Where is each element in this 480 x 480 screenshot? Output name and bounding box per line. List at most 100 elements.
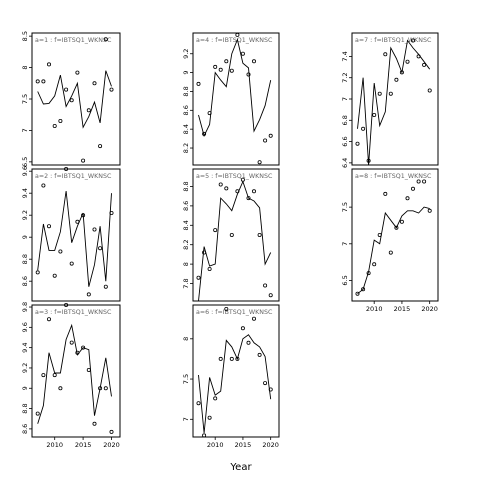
panel-a4: a=4 : f=IBTSQ1_WKNSC 8.2 8.4 8.6 8.8 9 9.2 bbox=[182, 32, 280, 166]
panel-a7: a=7 : f=IBTSQ1_WKNSC 6.4 6.6 6.8 7 7.2 7.4 bbox=[341, 32, 439, 168]
y-tick-label: 8.6 bbox=[182, 201, 190, 211]
observed-point bbox=[207, 111, 212, 116]
observed-point bbox=[235, 32, 240, 37]
observed-point bbox=[235, 356, 240, 361]
observed-point bbox=[218, 356, 223, 361]
observed-point bbox=[69, 340, 74, 345]
observed-point bbox=[86, 108, 91, 113]
observed-point bbox=[81, 213, 86, 218]
y-tick-label: 8.8 bbox=[21, 254, 29, 264]
observed-point bbox=[416, 54, 421, 59]
observed-point bbox=[98, 386, 103, 391]
y-tick-label: 8.4 bbox=[182, 220, 190, 230]
observed-point bbox=[69, 98, 74, 103]
observed-point bbox=[229, 356, 234, 361]
observed-point bbox=[98, 144, 103, 149]
observed-point bbox=[263, 381, 268, 386]
y-tick-label: 7.2 bbox=[341, 73, 349, 83]
fitted-line bbox=[198, 180, 272, 301]
observed-point bbox=[109, 210, 114, 215]
observed-point bbox=[240, 326, 245, 331]
observed-point bbox=[81, 345, 86, 350]
y-tick-label: 9 bbox=[182, 71, 190, 75]
panel-frame bbox=[192, 32, 280, 166]
observed-point bbox=[64, 166, 69, 171]
fitted-line bbox=[37, 190, 112, 287]
y-tick-label: 9 bbox=[21, 386, 29, 390]
y-tick-label: 7 bbox=[21, 128, 29, 132]
y-tick-label: 9.4 bbox=[21, 188, 29, 198]
observed-point bbox=[35, 79, 40, 84]
observed-point bbox=[213, 64, 218, 69]
panel-title: a=6 : f=IBTSQ1_WKNSC bbox=[196, 309, 273, 316]
y-tick-label: 7.4 bbox=[341, 51, 349, 61]
observed-point bbox=[86, 292, 91, 297]
observed-point bbox=[422, 62, 427, 67]
observed-point bbox=[416, 179, 421, 184]
panel-a8: a=8 : f=IBTSQ1_WKNSC 6.5 7 7.5 2010 2015 2020 bbox=[341, 168, 439, 313]
observed-point bbox=[224, 59, 229, 64]
observed-point bbox=[383, 52, 388, 57]
panel-title: a=1 : f=IBTSQ1_WKNSC bbox=[35, 37, 112, 44]
observed-point bbox=[202, 250, 207, 255]
y-tick-label: 6.5 bbox=[21, 157, 29, 167]
observed-point bbox=[235, 189, 240, 194]
observed-point bbox=[377, 91, 382, 96]
observed-point bbox=[427, 208, 432, 213]
observed-point bbox=[52, 373, 57, 378]
observed-point bbox=[388, 250, 393, 255]
observed-point bbox=[64, 87, 69, 92]
y-tick-label: 7.8 bbox=[182, 278, 190, 288]
observed-point bbox=[268, 293, 273, 298]
observed-point bbox=[410, 186, 415, 191]
observed-point bbox=[196, 275, 201, 280]
panel-title: a=3 : f=IBTSQ1_WKNSC bbox=[35, 309, 112, 316]
observed-point bbox=[103, 386, 108, 391]
observed-point bbox=[257, 160, 262, 165]
fitted-line bbox=[357, 206, 430, 295]
observed-point bbox=[86, 367, 91, 372]
y-tick-label: 9.8 bbox=[21, 302, 29, 312]
x-tick-label: 2015 bbox=[235, 441, 252, 449]
observed-point bbox=[405, 196, 410, 201]
y-tick-label: 7 bbox=[341, 97, 349, 101]
fitted-line bbox=[37, 70, 112, 129]
panel-frame bbox=[31, 32, 121, 166]
y-tick-label: 9.2 bbox=[21, 363, 29, 373]
observed-point bbox=[268, 387, 273, 392]
observed-point bbox=[405, 59, 410, 64]
x-tick-label: 2010 bbox=[366, 305, 383, 313]
observed-point bbox=[246, 196, 251, 201]
observed-point bbox=[69, 261, 74, 266]
x-tick-label: 2010 bbox=[207, 441, 224, 449]
observed-point bbox=[64, 302, 69, 307]
observed-point bbox=[196, 401, 201, 406]
observed-point bbox=[251, 316, 256, 321]
observed-point bbox=[240, 177, 245, 182]
observed-point bbox=[35, 411, 40, 416]
observed-point bbox=[75, 219, 80, 224]
observed-point bbox=[58, 386, 63, 391]
observed-point bbox=[366, 271, 371, 276]
observed-point bbox=[98, 246, 103, 251]
y-tick-label: 8.6 bbox=[21, 276, 29, 286]
observed-point bbox=[388, 91, 393, 96]
y-tick-label: 8 bbox=[182, 262, 190, 266]
panel-title: a=8 : f=IBTSQ1_WKNSC bbox=[355, 173, 432, 180]
observed-point bbox=[103, 284, 108, 289]
x-tick-label: 2020 bbox=[421, 305, 438, 313]
panel-frame bbox=[31, 168, 121, 302]
x-tick-label: 2020 bbox=[262, 441, 279, 449]
panel-frame bbox=[351, 168, 439, 302]
observed-point bbox=[207, 415, 212, 420]
observed-point bbox=[41, 79, 46, 84]
y-tick-label: 6.5 bbox=[341, 275, 349, 285]
observed-point bbox=[229, 232, 234, 237]
observed-point bbox=[246, 72, 251, 77]
observed-point bbox=[366, 158, 371, 163]
x-tick-label: 2015 bbox=[75, 441, 92, 449]
y-tick-label: 8.2 bbox=[182, 143, 190, 153]
y-tick-label: 9.2 bbox=[21, 210, 29, 220]
observed-point bbox=[399, 219, 404, 224]
